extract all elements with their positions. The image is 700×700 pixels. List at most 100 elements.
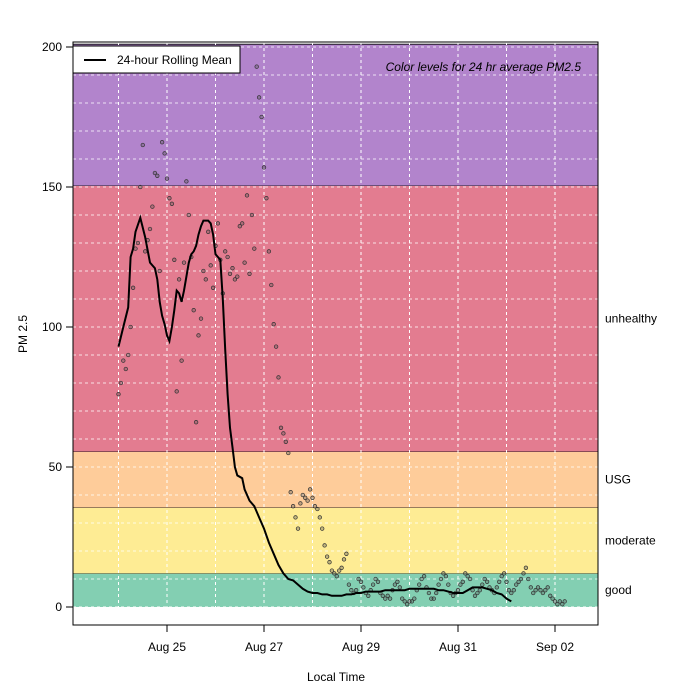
data-point bbox=[324, 554, 330, 559]
data-point bbox=[344, 551, 349, 556]
data-point bbox=[467, 576, 473, 582]
data-point bbox=[128, 324, 133, 330]
data-point bbox=[244, 193, 250, 198]
band-label-good: good bbox=[605, 583, 632, 597]
data-point bbox=[337, 568, 342, 573]
data-point bbox=[208, 263, 213, 268]
data-point bbox=[550, 596, 555, 601]
data-point bbox=[155, 173, 160, 178]
data-point bbox=[375, 579, 381, 584]
data-point bbox=[237, 224, 242, 229]
data-point bbox=[548, 593, 553, 598]
data-point bbox=[506, 588, 512, 593]
data-point bbox=[315, 506, 320, 512]
rolling-mean-line bbox=[117, 214, 512, 603]
data-point bbox=[555, 602, 560, 607]
data-point bbox=[138, 184, 143, 190]
data-point bbox=[191, 308, 196, 313]
band-moderate bbox=[73, 507, 598, 574]
y-tick-label: 200 bbox=[42, 40, 62, 54]
data-point bbox=[266, 249, 272, 254]
data-point bbox=[463, 571, 468, 576]
data-point bbox=[332, 571, 337, 576]
data-point bbox=[181, 260, 187, 265]
band-annotation: Color levels for 24 hr average PM2.5 bbox=[386, 60, 582, 74]
data-point bbox=[300, 492, 305, 498]
data-point bbox=[397, 585, 402, 590]
data-point bbox=[172, 257, 177, 262]
data-point bbox=[271, 322, 276, 327]
data-point bbox=[509, 590, 514, 596]
data-point bbox=[400, 596, 405, 601]
data-point bbox=[358, 579, 364, 584]
data-point bbox=[395, 579, 400, 584]
data-point bbox=[402, 599, 407, 604]
data-point bbox=[504, 579, 509, 584]
data-point bbox=[203, 277, 208, 282]
data-point bbox=[443, 574, 449, 579]
plot-frame bbox=[72, 41, 599, 626]
data-point bbox=[210, 285, 216, 290]
data-point bbox=[465, 574, 470, 579]
data-point bbox=[147, 226, 153, 232]
data-point bbox=[441, 571, 446, 576]
data-point bbox=[150, 204, 155, 209]
data-point bbox=[198, 316, 204, 321]
y-axis: 0 50 100 150 200 bbox=[42, 40, 73, 614]
data-point bbox=[259, 114, 264, 120]
data-point bbox=[283, 439, 288, 444]
data-point bbox=[186, 212, 191, 218]
data-point bbox=[552, 599, 558, 604]
data-point bbox=[176, 277, 182, 282]
data-point bbox=[126, 352, 131, 358]
data-point bbox=[193, 420, 199, 425]
data-point bbox=[164, 176, 170, 181]
y-axis-title: PM 2.5 bbox=[16, 315, 30, 353]
data-point bbox=[354, 588, 359, 593]
data-point bbox=[409, 599, 415, 604]
data-point bbox=[380, 593, 385, 598]
data-point bbox=[317, 515, 322, 520]
data-point bbox=[458, 582, 463, 587]
data-point bbox=[135, 240, 141, 246]
data-point bbox=[349, 588, 354, 593]
data-point bbox=[252, 246, 257, 251]
data-point bbox=[436, 582, 441, 587]
band-label-moderate: moderate bbox=[605, 534, 656, 548]
data-point bbox=[472, 593, 478, 598]
data-point bbox=[256, 95, 262, 100]
data-point bbox=[329, 568, 335, 573]
data-point bbox=[269, 282, 274, 288]
data-point bbox=[431, 596, 436, 601]
x-tick-label: Sep 02 bbox=[536, 640, 574, 654]
data-point bbox=[273, 344, 279, 349]
data-point bbox=[121, 358, 126, 363]
data-point bbox=[295, 526, 301, 531]
data-point bbox=[560, 602, 565, 607]
data-point bbox=[545, 585, 550, 590]
band-label-USG: USG bbox=[605, 473, 631, 487]
data-point bbox=[446, 582, 451, 587]
data-point bbox=[417, 582, 422, 587]
y-tick-label: 0 bbox=[55, 600, 62, 614]
data-point bbox=[501, 571, 507, 576]
data-point bbox=[562, 599, 567, 604]
data-point bbox=[322, 543, 327, 548]
data-point bbox=[526, 576, 531, 582]
data-point bbox=[206, 229, 211, 234]
data-point bbox=[278, 425, 284, 430]
data-point bbox=[288, 490, 293, 495]
x-axis: Aug 25 Aug 27 Aug 29 Aug 31 Sep 02 bbox=[148, 625, 574, 654]
data-point bbox=[518, 576, 524, 582]
legend: 24-hour Rolling Mean bbox=[72, 45, 241, 74]
x-axis-title: Local Time bbox=[307, 670, 365, 684]
data-point bbox=[373, 576, 378, 582]
data-point bbox=[426, 590, 432, 596]
grid-lines bbox=[73, 42, 598, 625]
data-point bbox=[215, 221, 221, 226]
data-point bbox=[543, 588, 548, 593]
data-point bbox=[227, 271, 233, 276]
data-point bbox=[116, 392, 121, 397]
data-point bbox=[240, 221, 245, 226]
data-point bbox=[361, 585, 366, 590]
